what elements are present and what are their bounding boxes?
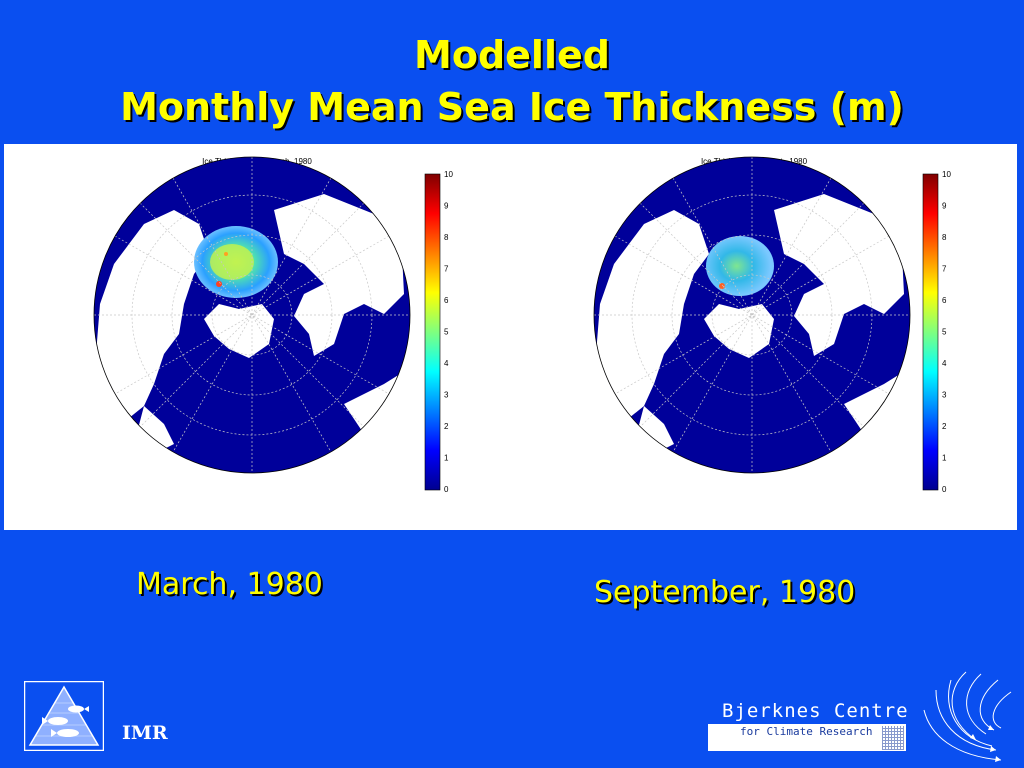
bjerknes-name: Bjerknes Centre <box>722 700 909 722</box>
colorbar-tick-label: 7 <box>942 265 947 274</box>
bjerknes-grid-icon <box>882 726 904 750</box>
land-europe <box>274 194 404 356</box>
bjerknes-subtitle: for Climate Research <box>740 725 873 738</box>
bjerknes-swirl-icon <box>923 671 1012 762</box>
land-west <box>96 210 209 422</box>
colorbar-tick-label: 8 <box>444 233 449 242</box>
land-greenland <box>204 304 274 358</box>
colorbar-tick-label: 4 <box>444 359 449 368</box>
colorbar-tick-label: 10 <box>942 170 951 179</box>
colorbar-tick-label: 3 <box>444 391 449 400</box>
imr-label: IMR <box>122 722 168 744</box>
colorbar-september <box>922 173 939 491</box>
colorbar-tick-label: 1 <box>444 454 449 463</box>
colorbar-tick-label: 9 <box>444 202 449 211</box>
sea-ice-march-core <box>210 244 254 280</box>
colorbar-tick-label: 5 <box>444 328 449 337</box>
caption-march: March, 1980 <box>136 567 323 602</box>
colorbar-tick-label: 1 <box>942 454 947 463</box>
colorbar-march <box>424 173 441 491</box>
slide-title-line1: Modelled <box>414 33 610 77</box>
colorbar-tick-label: 8 <box>942 233 947 242</box>
colorbar-tick-label: 7 <box>444 265 449 274</box>
map-march: Ice Thickness (m) March, 1980 <box>93 156 453 494</box>
colorbar-tick-label: 6 <box>444 296 449 305</box>
imr-logo <box>23 680 105 752</box>
colorbar-tick-label: 10 <box>444 170 453 179</box>
colorbar-tick-label: 3 <box>942 391 947 400</box>
colorbar-tick-label: 6 <box>942 296 947 305</box>
bjerknes-bar <box>708 724 906 751</box>
colorbar-tick-label: 0 <box>444 485 449 494</box>
figure-panel: Ice Thickness (m) March, 1980 <box>4 144 1017 530</box>
colorbar-tick-label: 9 <box>942 202 947 211</box>
colorbar-tick-label: 2 <box>444 422 449 431</box>
colorbar-tick-label: 0 <box>942 485 947 494</box>
caption-september: September, 1980 <box>594 575 856 610</box>
colorbar-tick-label: 2 <box>942 422 947 431</box>
map-september: Ice Thickness (m) Sept., 1980 <box>593 156 951 494</box>
sea-ice-september <box>706 236 774 296</box>
colorbar-tick-label: 5 <box>942 328 947 337</box>
slide-title-line2: Monthly Mean Sea Ice Thickness (m) <box>120 85 904 129</box>
colorbar-tick-label: 4 <box>942 359 947 368</box>
